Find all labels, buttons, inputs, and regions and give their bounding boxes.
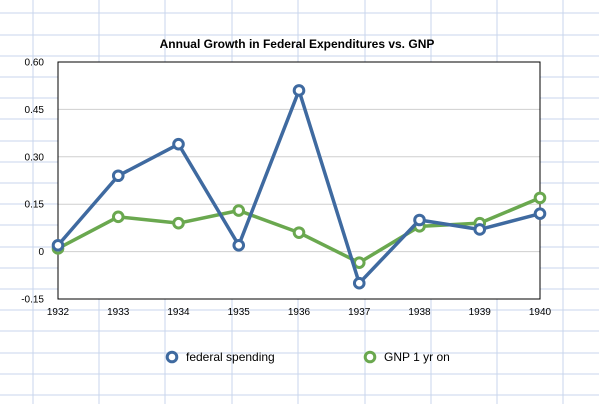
y-tick-label: 0.45 xyxy=(25,105,45,116)
x-tick-label: 1939 xyxy=(469,307,492,318)
legend-label: federal spending xyxy=(186,350,275,364)
legend: federal spending GNP 1 yr on xyxy=(165,350,450,364)
data-point xyxy=(473,223,487,236)
y-tick-label: 0.60 xyxy=(25,58,45,69)
data-point xyxy=(172,216,185,230)
x-tick-label: 1932 xyxy=(47,307,70,318)
y-tick-label: -0.15 xyxy=(21,295,44,306)
plot-border xyxy=(57,61,541,300)
data-point xyxy=(232,204,246,217)
y-tick-label: 0 xyxy=(38,247,44,258)
data-point xyxy=(533,191,547,205)
x-tick-label: 1933 xyxy=(107,307,130,318)
y-tick-label: 0.15 xyxy=(25,200,45,211)
data-point xyxy=(292,226,306,239)
data-point xyxy=(352,276,366,290)
x-axis-tick-labels: 1932 1933 1934 1935 1936 1937 1938 1939 1940 xyxy=(47,307,552,318)
x-tick-label: 1936 xyxy=(288,307,311,318)
x-tick-label: 1935 xyxy=(228,307,251,318)
series-layer xyxy=(51,84,547,290)
x-tick-label: 1934 xyxy=(167,307,190,318)
data-point xyxy=(51,238,65,252)
data-point xyxy=(352,256,366,269)
data-point xyxy=(111,169,125,183)
data-point xyxy=(232,238,246,252)
plot-area xyxy=(58,62,540,299)
y-tick-label: 0.30 xyxy=(25,152,45,163)
x-tick-label: 1938 xyxy=(408,307,431,318)
x-tick-label: 1940 xyxy=(529,307,552,318)
data-point xyxy=(533,207,547,220)
data-point xyxy=(111,210,125,224)
chart-title: Annual Growth in Federal Expenditures vs… xyxy=(160,37,435,51)
legend-marker xyxy=(363,350,377,364)
y-axis-tick-labels: 0.60 0.45 0.30 0.15 0 -0.15 xyxy=(21,58,44,306)
legend-label: GNP 1 yr on xyxy=(384,350,450,364)
data-point xyxy=(172,137,185,151)
data-point xyxy=(413,213,426,227)
x-tick-label: 1937 xyxy=(348,307,371,318)
data-point xyxy=(292,84,306,97)
legend-marker xyxy=(165,350,179,364)
